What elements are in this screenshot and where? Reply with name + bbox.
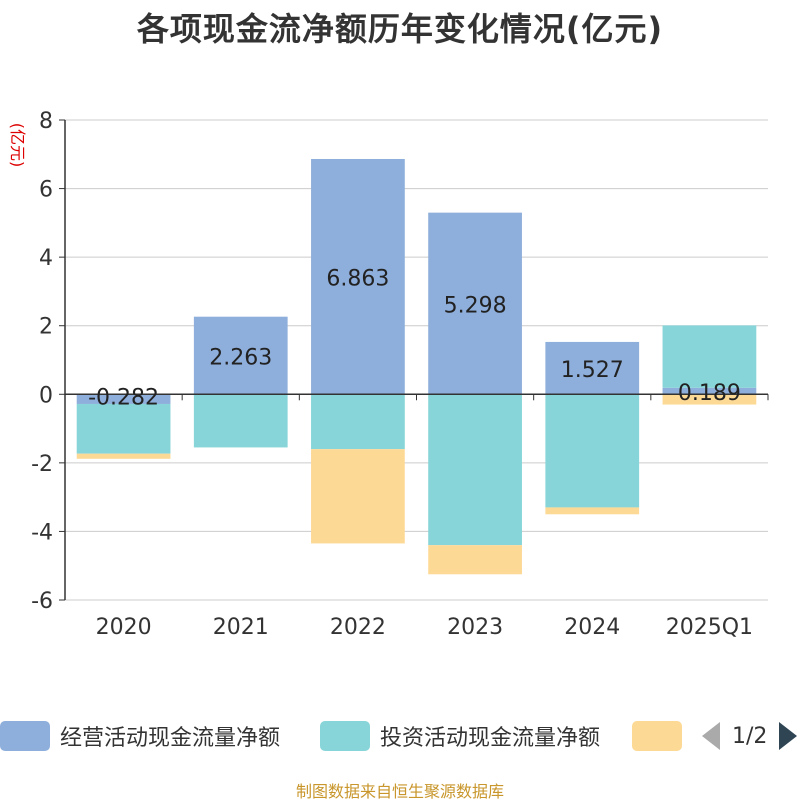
- bar-3-2022: [311, 449, 405, 544]
- bar-1-2025Q1: [662, 387, 757, 395]
- y-tick-label: -4: [31, 520, 53, 545]
- x-tick-label: 2021: [213, 615, 269, 640]
- bar-3-2023: [428, 545, 522, 575]
- data-label-2020: -0.282: [88, 385, 159, 410]
- data-label-2022: 6.863: [326, 267, 389, 292]
- bar-1-2023: [428, 212, 522, 395]
- x-tick-label: 2024: [564, 615, 620, 640]
- legend-item-operating[interactable]: 经营活动现金流量净额: [0, 718, 280, 754]
- bar-2-2021: [193, 394, 288, 448]
- legend-next-arrow-icon[interactable]: [779, 722, 798, 750]
- x-tick-label: 2022: [330, 615, 386, 640]
- y-tick-label: 4: [39, 246, 53, 271]
- bar-2-2025Q1: [662, 325, 757, 388]
- legend-swatch-financing: [632, 721, 682, 751]
- y-tick-label: 6: [39, 178, 53, 203]
- y-tick-label: 0: [39, 383, 53, 408]
- source-note: 制图数据来自恒生聚源数据库: [295, 782, 504, 801]
- y-tick-label: -6: [31, 589, 53, 614]
- legend-label-operating: 经营活动现金流量净额: [60, 726, 281, 751]
- bar-1-2020: [76, 394, 171, 404]
- legend-swatch-investing: [320, 721, 370, 751]
- y-tick-label: 2: [39, 315, 53, 340]
- data-label-2024: 1.527: [561, 358, 624, 383]
- bar-3-2025Q1: [662, 394, 757, 405]
- bar-1-2021: [193, 316, 288, 395]
- x-tick-label: 2023: [447, 615, 503, 640]
- bar-3-2024: [545, 507, 640, 515]
- legend-swatch-operating: [0, 721, 50, 751]
- data-label-2023: 5.298: [444, 293, 507, 318]
- legend-item-investing[interactable]: 投资活动现金流量净额: [320, 718, 600, 754]
- y-tick-label: -2: [31, 452, 53, 477]
- bar-1-2022: [311, 158, 405, 395]
- bar-3-2020: [76, 453, 171, 459]
- legend: 经营活动现金流量净额 投资活动现金流量净额 1/2: [0, 718, 800, 754]
- y-tick-label: 8: [39, 109, 53, 134]
- legend-item-financing[interactable]: [632, 718, 682, 754]
- chart-title: 各项现金流净额历年变化情况(亿元): [136, 10, 664, 48]
- bar-2-2020: [76, 403, 171, 454]
- bar-2-2024: [545, 394, 640, 508]
- data-label-2021: 2.263: [209, 345, 272, 370]
- legend-page-indicator: 1/2: [732, 723, 768, 749]
- data-label-2025Q1: 0.189: [678, 381, 741, 406]
- legend-label-investing: 投资活动现金流量净额: [380, 726, 601, 751]
- bar-2-2023: [428, 394, 522, 546]
- legend-pager: 1/2: [702, 718, 798, 754]
- y-axis-label: (亿元): [8, 123, 27, 168]
- bar-1-2024: [545, 341, 640, 395]
- bar-2-2022: [311, 394, 405, 450]
- legend-prev-arrow-icon[interactable]: [702, 722, 720, 750]
- x-tick-label: 2020: [96, 615, 152, 640]
- x-tick-label: 2025Q1: [666, 615, 753, 640]
